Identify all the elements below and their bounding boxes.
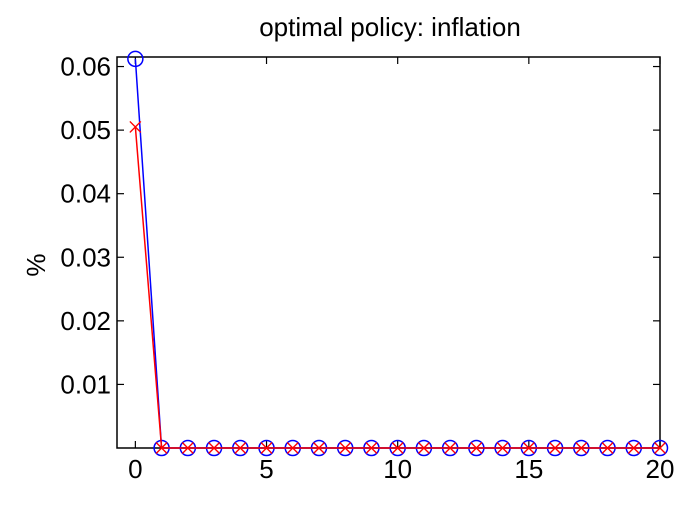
y-tick-label: 0.03 [60, 242, 111, 272]
y-tick-label: 0.05 [60, 115, 111, 145]
data-point-x [627, 442, 640, 454]
data-point-x [234, 442, 247, 454]
x-tick-label: 10 [383, 454, 412, 484]
y-axis-label: % [21, 253, 51, 276]
x-axis: 0 5 10 15 20 [128, 57, 674, 484]
y-axis: 0.01 0.02 0.03 0.04 0.05 0.06 [60, 52, 660, 399]
y-tick-label: 0.02 [60, 306, 111, 336]
data-point-x [260, 442, 273, 454]
data-point-x [444, 442, 457, 454]
data-point-circle [127, 50, 144, 68]
plot-frame [116, 56, 661, 449]
series-line [134, 126, 660, 449]
data-point-x [601, 442, 614, 454]
series-line [134, 58, 660, 449]
data-point-x [286, 442, 299, 454]
y-tick-label: 0.01 [60, 369, 111, 399]
data-point-x [575, 442, 588, 454]
data-point-x [417, 442, 430, 454]
data-point-x [391, 442, 404, 454]
chart-title: optimal policy: inflation [259, 12, 521, 42]
x-tick-label: 15 [514, 454, 543, 484]
data-point-x [522, 442, 535, 454]
x-tick-label: 0 [128, 454, 142, 484]
data-point-x [129, 120, 142, 133]
data-point-x [208, 442, 221, 454]
y-tick-label: 0.04 [60, 179, 111, 209]
data-point-x [654, 442, 666, 454]
data-point-x [181, 442, 194, 454]
data-point-x [155, 442, 168, 454]
data-point-x [312, 442, 325, 454]
data-point-x [470, 442, 483, 454]
series-circle [127, 50, 669, 457]
data-point-x [365, 442, 378, 454]
y-tick-label: 0.06 [60, 52, 111, 82]
data-point-x [339, 442, 352, 454]
x-tick-label: 5 [259, 454, 273, 484]
x-tick-label: 20 [646, 454, 675, 484]
series-x [129, 120, 666, 454]
data-point-x [549, 442, 562, 454]
series-layer [127, 50, 669, 457]
data-point-x [496, 442, 509, 454]
